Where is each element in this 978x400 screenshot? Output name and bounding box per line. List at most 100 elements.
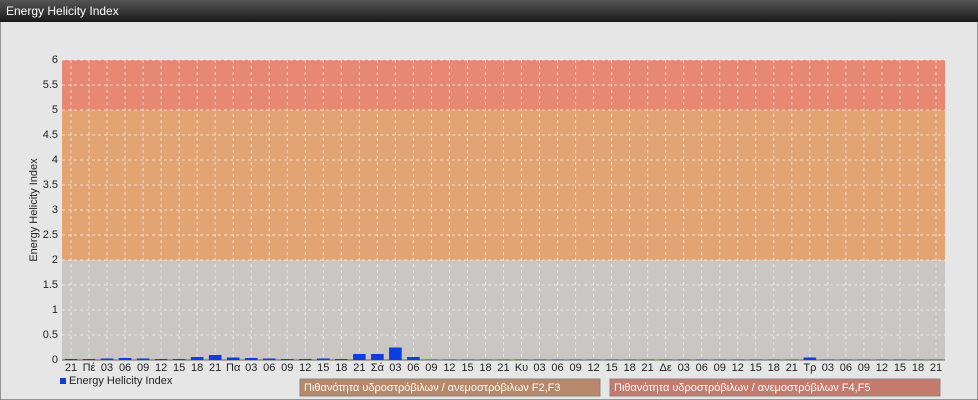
x-tick-label: Σά (371, 362, 385, 374)
y-tick-label: 3 (52, 204, 58, 216)
y-tick-label: 3.5 (43, 179, 58, 191)
y-tick-label: 2 (52, 254, 58, 266)
x-tick-label: 18 (912, 362, 924, 374)
y-tick-label: 2.5 (43, 229, 58, 241)
y-tick-label: 4.5 (43, 129, 58, 141)
bar (154, 359, 168, 360)
bar (803, 357, 817, 360)
x-tick-label: 03 (678, 362, 690, 374)
x-tick-label: 15 (605, 362, 617, 374)
y-axis-label: Energy Helicity Index (28, 158, 40, 262)
zone-legend-label: Πιθανότητα υδροστρόβιλων / ανεμοστρόβιλω… (304, 382, 561, 394)
x-tick-label: 09 (569, 362, 581, 374)
x-tick-label: 09 (137, 362, 149, 374)
x-tick-label: 12 (732, 362, 744, 374)
y-tick-label: 6 (52, 54, 58, 66)
x-tick-label: 21 (930, 362, 942, 374)
x-tick-label: 12 (155, 362, 167, 374)
x-tick-label: 15 (894, 362, 906, 374)
y-tick-label: 1.5 (43, 279, 58, 291)
bar (371, 354, 384, 360)
x-tick-label: 15 (750, 362, 762, 374)
x-tick-label: 15 (461, 362, 473, 374)
x-tick-label: 06 (551, 362, 563, 374)
title-bar (0, 0, 978, 22)
bar (353, 354, 366, 360)
x-tick-label: 15 (173, 362, 185, 374)
x-tick-label: 12 (299, 362, 311, 374)
x-tick-label: 21 (353, 362, 365, 374)
bar (335, 359, 348, 360)
bar (641, 359, 654, 360)
y-tick-label: 1 (52, 304, 58, 316)
bar (695, 359, 709, 360)
bar (226, 357, 240, 360)
bar (461, 359, 474, 360)
bar (533, 359, 546, 360)
zone-legend (299, 378, 601, 397)
x-tick-label: 21 (65, 362, 77, 374)
bar (298, 359, 312, 360)
bar (911, 359, 925, 360)
bar (136, 358, 150, 360)
x-tick-label: 06 (263, 362, 275, 374)
bar (569, 359, 582, 360)
x-tick-label: Κυ (515, 362, 528, 374)
bar (497, 359, 510, 360)
x-tick-label: 03 (822, 362, 834, 374)
y-tick-label: 4 (52, 154, 58, 166)
bar (407, 357, 420, 360)
bar (82, 359, 96, 360)
x-tick-label: 12 (876, 362, 888, 374)
bar (731, 359, 745, 360)
x-tick-label: Τρ (803, 362, 816, 374)
x-tick-label: 18 (624, 362, 636, 374)
x-tick-label: 18 (191, 362, 203, 374)
bar (875, 359, 889, 360)
bar (190, 357, 204, 360)
x-tick-label: 18 (479, 362, 491, 374)
bar (172, 359, 186, 360)
x-tick-label: 18 (335, 362, 347, 374)
x-tick-label: 06 (840, 362, 852, 374)
y-tick-label: 0.5 (43, 329, 58, 341)
bar (929, 359, 943, 360)
bar (316, 358, 330, 360)
bar (857, 359, 871, 360)
x-tick-label: 06 (119, 362, 131, 374)
x-tick-label: Δε (660, 362, 672, 374)
x-tick-label: 12 (443, 362, 455, 374)
bar (623, 359, 636, 360)
chart-title: Energy Helicity Index (6, 4, 119, 18)
x-tick-label: 06 (696, 362, 708, 374)
bar (280, 359, 294, 360)
bar (389, 347, 402, 360)
x-tick-label: 15 (317, 362, 329, 374)
bar (713, 359, 727, 360)
bar (821, 359, 835, 360)
bar (677, 359, 691, 360)
x-tick-label: 09 (714, 362, 726, 374)
x-tick-label: Πέ (83, 362, 96, 374)
bar (551, 359, 564, 360)
x-tick-label: 03 (245, 362, 257, 374)
x-tick-label: 21 (786, 362, 798, 374)
bar (100, 358, 114, 360)
x-tick-label: 09 (425, 362, 437, 374)
bar (785, 359, 799, 360)
bar (587, 359, 600, 360)
x-tick-label: 03 (533, 362, 545, 374)
bar (262, 358, 276, 360)
x-tick-label: Πα (226, 362, 241, 374)
x-tick-label: 09 (281, 362, 293, 374)
bar (749, 359, 763, 360)
x-tick-label: 18 (768, 362, 780, 374)
x-tick-label: 06 (407, 362, 419, 374)
bar (839, 359, 853, 360)
bar (443, 359, 456, 360)
bar (118, 358, 132, 360)
bar (244, 358, 258, 360)
y-tick-label: 5.5 (43, 79, 58, 91)
x-tick-label: 09 (858, 362, 870, 374)
